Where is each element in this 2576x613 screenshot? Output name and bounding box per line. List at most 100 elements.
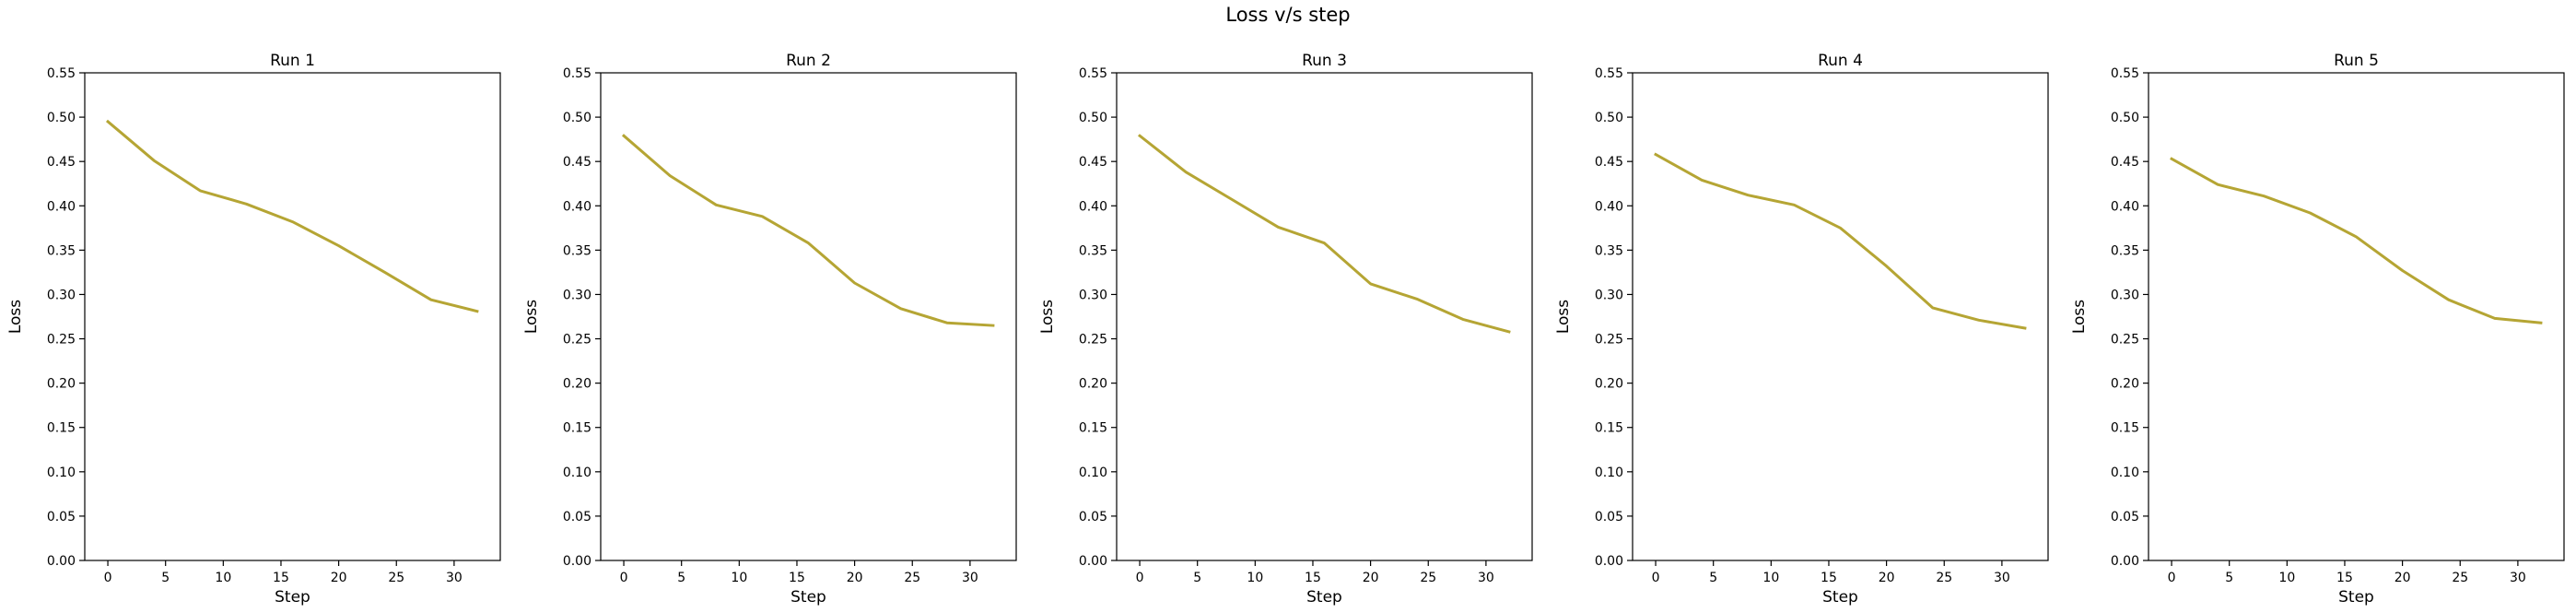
y-tick-label: 0.15 [563,421,591,436]
y-tick-label: 0.55 [1595,66,1623,81]
x-tick-label: 15 [273,571,289,585]
x-tick-label: 0 [620,571,628,585]
x-tick-label: 30 [1994,571,2010,585]
x-tick-label: 15 [2336,571,2353,585]
y-tick-label: 0.50 [2111,111,2139,125]
x-axis-label: Step [1306,588,1342,607]
x-tick-label: 20 [1879,571,1895,585]
y-tick-label: 0.20 [1079,377,1107,392]
subplot-title: Run 5 [2334,52,2379,70]
y-tick-label: 0.25 [1079,333,1107,348]
x-tick-label: 5 [677,571,685,585]
y-tick-label: 0.00 [1079,554,1107,569]
loss-series-line [1137,134,1511,334]
x-axis-label: Step [2338,588,2374,607]
y-tick-label: 0.15 [1079,421,1107,436]
y-tick-label: 0.55 [2111,66,2139,81]
y-tick-label: 0.40 [1595,199,1623,214]
y-tick-label: 0.05 [2111,510,2139,525]
y-tick-label: 0.40 [1079,199,1107,214]
y-tick-label: 0.50 [563,111,591,125]
chart-panel-run-5: Run 5 0.00 0.05 0.10 0.15 0.20 0.25 0.30 0.35 0.4… [2070,52,2565,607]
figure-title: Loss v/s step [1225,4,1351,26]
x-tick-label: 0 [1652,571,1660,585]
x-tick-label: 20 [847,571,863,585]
y-tick-label: 0.40 [2111,199,2139,214]
y-tick-label: 0.00 [563,554,591,569]
y-tick-label: 0.45 [47,155,76,170]
y-tick-label: 0.35 [2111,243,2139,258]
y-tick-label: 0.00 [2111,554,2139,569]
x-tick-label: 10 [1247,571,1263,585]
y-tick-label: 0.00 [1595,554,1623,569]
x-axis-label: Step [790,588,826,607]
x-tick-label: 25 [388,571,404,585]
x-axis-label: Step [275,588,310,607]
y-tick-label: 0.50 [1079,111,1107,125]
y-tick-label: 0.25 [1595,333,1623,348]
plot-frame [1116,72,1533,561]
y-tick-label: 0.20 [47,377,76,392]
x-tick-label: 5 [2225,571,2233,585]
loss-series-line [105,119,479,313]
y-tick-label: 0.55 [563,66,591,81]
y-tick-label: 0.35 [47,243,76,258]
loss-series-line [621,134,995,327]
y-tick-label: 0.20 [1595,377,1623,392]
x-tick-label: 10 [215,571,231,585]
y-axis-label: Loss [6,300,25,334]
loss-series-line [1654,152,2027,330]
y-tick-label: 0.15 [47,421,76,436]
x-tick-label: 25 [2452,571,2468,585]
y-tick-label: 0.45 [563,155,591,170]
y-tick-label: 0.10 [1595,466,1623,480]
loss-series-line [2170,157,2543,324]
y-tick-label: 0.25 [47,333,76,348]
x-tick-label: 25 [904,571,920,585]
x-tick-label: 20 [331,571,347,585]
y-tick-label: 0.50 [47,111,76,125]
y-tick-label: 0.35 [563,243,591,258]
y-axis-label: Loss [1554,300,1573,334]
x-tick-label: 25 [1420,571,1436,585]
y-tick-label: 0.40 [47,199,76,214]
x-tick-label: 10 [1762,571,1779,585]
plot-frame [600,72,1017,561]
x-tick-label: 15 [789,571,805,585]
y-tick-label: 0.25 [563,333,591,348]
y-tick-label: 0.30 [563,288,591,302]
y-tick-label: 0.15 [1595,421,1623,436]
x-tick-label: 5 [1193,571,1201,585]
y-tick-label: 0.55 [1079,66,1107,81]
plot-frame [2148,72,2565,561]
x-tick-label: 0 [1136,571,1144,585]
x-tick-label: 30 [962,571,978,585]
chart-panel-run-4: Run 4 0.00 0.05 0.10 0.15 0.20 0.25 0.30 0.35 0.4… [1554,52,2049,607]
y-tick-label: 0.45 [1595,155,1623,170]
y-tick-label: 0.10 [1079,466,1107,480]
x-tick-label: 10 [731,571,747,585]
y-axis-label: Loss [1038,300,1057,334]
y-axis-label: Loss [522,300,541,334]
y-tick-label: 0.30 [1079,288,1107,302]
x-tick-label: 15 [1305,571,1321,585]
y-tick-label: 0.20 [2111,377,2139,392]
chart-panel-run-1: Run 1 0.00 0.05 0.10 0.15 0.20 0.25 0.30 0.35 0.4… [6,52,501,607]
subplot-title: Run 1 [270,52,315,70]
y-tick-label: 0.20 [563,377,591,392]
y-tick-label: 0.30 [2111,288,2139,302]
x-tick-label: 5 [1709,571,1717,585]
x-tick-label: 10 [2278,571,2295,585]
plot-frame [1632,72,2049,561]
y-tick-label: 0.30 [47,288,76,302]
y-tick-label: 0.05 [563,510,591,525]
y-tick-label: 0.05 [1595,510,1623,525]
y-tick-label: 0.35 [1079,243,1107,258]
x-tick-label: 20 [2395,571,2411,585]
y-tick-label: 0.40 [563,199,591,214]
y-tick-label: 0.00 [47,554,76,569]
y-tick-label: 0.15 [2111,421,2139,436]
x-tick-label: 25 [1936,571,1952,585]
subplot-title: Run 4 [1818,52,1863,70]
